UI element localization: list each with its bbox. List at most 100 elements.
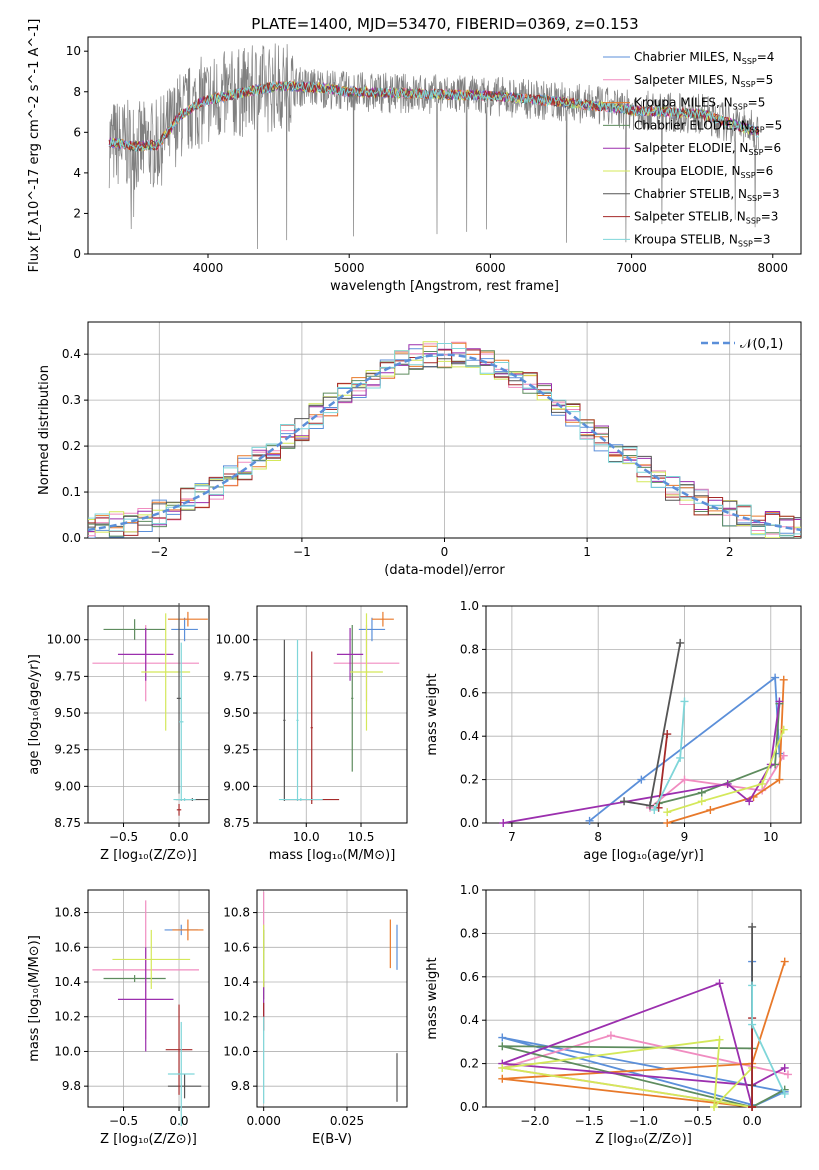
axes-7 (482, 889, 802, 1111)
axes-frame (87, 889, 210, 1108)
y-tick-label: 0.8 (460, 926, 479, 940)
y-tick-label: 9.50 (223, 706, 250, 720)
weight-point (498, 1063, 507, 1072)
x-tick-label: 0 (441, 545, 449, 559)
legend-label: Salpeter MILES, NSSP=5 (634, 73, 773, 89)
y-tick-label: 0.2 (460, 1057, 479, 1071)
x-tick-label: −0.5 (109, 1114, 138, 1128)
weight-point (745, 797, 754, 806)
weight-point (779, 725, 788, 734)
y-tick-label: 8.75 (54, 816, 81, 830)
x-tick-label: 1 (583, 545, 591, 559)
x-axis-label: E(B-V) (312, 1132, 352, 1147)
legend-label: Kroupa MILES, NSSP=5 (634, 96, 765, 112)
x-axis-label: Z [log₁₀(Z/Z⊙)] (595, 1132, 692, 1147)
residual-histogram-1 (88, 341, 801, 537)
y-tick-label: 1.0 (460, 599, 479, 613)
axes-0 (84, 36, 802, 258)
x-tick-label: 5000 (334, 261, 365, 275)
spectrum-lines (108, 43, 760, 250)
y-tick-label: 0.3 (62, 393, 81, 407)
weight-point (585, 816, 594, 825)
model-spectrum-8 (108, 80, 759, 153)
weight-line (623, 642, 682, 807)
legend-label: Chabrier ELODIE, NSSP=5 (634, 118, 782, 134)
axes-frame (485, 889, 802, 1108)
weight-point (680, 775, 689, 784)
weight-point (498, 1033, 507, 1042)
x-tick-label: 10.0 (293, 830, 320, 844)
y-tick-label: 6 (73, 125, 81, 139)
axes-frame (256, 605, 408, 824)
weight-point (697, 788, 706, 797)
x-tick-label: −1 (293, 545, 311, 559)
legend-label: Salpeter ELODIE, NSSP=6 (634, 141, 781, 157)
legend-label: Salpeter STELIB, NSSP=3 (634, 210, 778, 226)
x-tick-label: 10 (763, 830, 778, 844)
x-tick-label: 0.0 (169, 830, 188, 844)
axes-frame (256, 889, 408, 1108)
x-tick-label: 7000 (616, 261, 647, 275)
y-tick-label: 0.2 (62, 439, 81, 453)
x-tick-label: 9 (681, 830, 689, 844)
y-tick-label: 10.8 (223, 906, 250, 920)
axes-frame (87, 605, 210, 824)
x-tick-label: 8000 (757, 261, 788, 275)
weight-point (676, 753, 685, 762)
x-tick-label: 4000 (193, 261, 224, 275)
x-axis-label: age [log₁₀(age/yr)] (583, 848, 704, 863)
y-tick-label: 10.00 (47, 633, 81, 647)
weight-point (780, 957, 789, 966)
y-tick-label: 0.4 (62, 347, 81, 361)
residual-histogram-7 (88, 349, 801, 537)
axes-1 (84, 321, 802, 542)
y-tick-label: 0.0 (62, 531, 81, 545)
y-tick-label: 10.6 (223, 940, 250, 954)
weight-point (780, 1089, 789, 1098)
y-tick-label: 0.0 (460, 1100, 479, 1114)
x-axis-label: Z [log₁₀(Z/Z⊙)] (100, 848, 197, 863)
weight-point (710, 1103, 719, 1111)
y-tick-label: 10.00 (216, 633, 250, 647)
x-tick-label: −0.5 (109, 830, 138, 844)
axes-5 (84, 889, 210, 1127)
weight-point (637, 775, 646, 784)
weight-point (498, 1074, 507, 1083)
y-tick-label: 10.6 (54, 940, 81, 954)
y-tick-label: 1.0 (460, 883, 479, 897)
x-axis-label: wavelength [Angstrom, rest frame] (330, 279, 559, 294)
axes-4 (482, 605, 802, 827)
y-tick-label: 0.6 (460, 970, 479, 984)
y-tick-label: 2 (73, 206, 81, 220)
histograms (88, 341, 801, 538)
y-tick-label: 9.25 (223, 743, 250, 757)
legend-label: Chabrier STELIB, NSSP=3 (634, 187, 780, 203)
weight-line (502, 961, 786, 1108)
axes-frame (485, 605, 802, 824)
weight-point (748, 1103, 757, 1111)
x-tick-label: 2 (726, 545, 734, 559)
y-tick-label: 10.0 (54, 1044, 81, 1058)
y-tick-label: 0 (73, 247, 81, 261)
y-tick-label: 0.6 (460, 686, 479, 700)
y-tick-label: 10 (66, 44, 81, 58)
y-tick-label: 10.2 (223, 1010, 250, 1024)
y-tick-label: 9.00 (54, 779, 81, 793)
y-tick-label: 9.25 (54, 743, 81, 757)
x-axis-label: mass [log₁₀(M/M⊙)] (269, 848, 396, 863)
weight-point (780, 1063, 789, 1072)
weight-point (723, 779, 732, 788)
weight-point (680, 697, 689, 706)
weight-point (697, 797, 706, 806)
y-axis-label: age [log₁₀(age/yr)] (27, 654, 42, 775)
weight-point (775, 697, 784, 706)
weight-line (657, 733, 669, 808)
y-tick-label: 0.4 (460, 1013, 479, 1027)
weight-point (663, 819, 672, 827)
y-axis-label: Normed distribution (37, 365, 52, 495)
weight-point (650, 805, 659, 814)
axes-6 (253, 889, 408, 1111)
observed-spectrum (108, 43, 759, 250)
y-axis-label: Flux [f_λ10^-17 erg cm^-2 s^-1 A^-1] (27, 19, 42, 273)
